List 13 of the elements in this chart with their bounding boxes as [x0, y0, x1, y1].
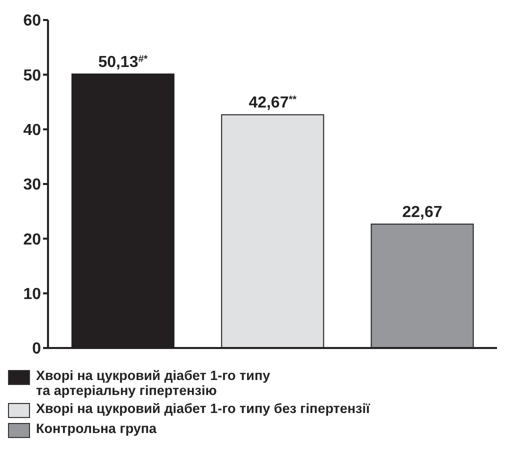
legend-label: Хворі на цукровий діабет 1-го типу без гіпертензії — [36, 401, 370, 416]
data-label: 42,67$^{**}$ — [248, 94, 297, 112]
y-tick-label: 0 — [32, 340, 42, 358]
y-tick-label: 50 — [23, 67, 42, 84]
y-tick-label: 30 — [23, 176, 42, 194]
y-tick-label: 60 — [23, 12, 42, 30]
legend-label: Контрольна група — [36, 421, 157, 436]
data-label: 50,13$^{#*}$ — [98, 53, 148, 71]
y-tick-label: 40 — [23, 122, 42, 140]
y-tick-label: 10 — [23, 286, 42, 304]
y-tick-label: 20 — [23, 231, 42, 248]
data-label: 22,67 — [402, 204, 442, 222]
legend-label: Хворі на цукровий діабет 1-го типу та артеріальну гіпертензію — [36, 368, 272, 398]
